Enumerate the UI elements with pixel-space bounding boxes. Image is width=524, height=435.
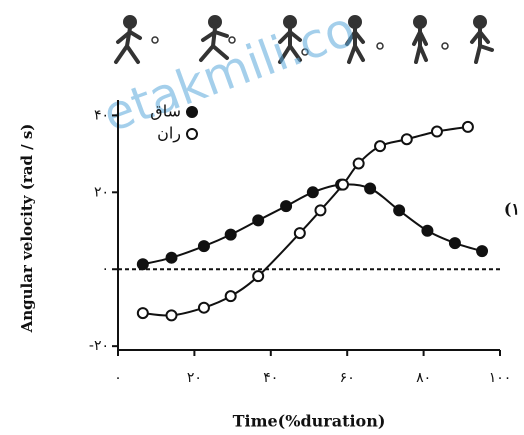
data-point (393, 204, 406, 217)
data-point (252, 270, 265, 283)
data-point (476, 245, 489, 258)
data-point (252, 214, 265, 227)
data-point (293, 227, 306, 240)
data-point (461, 120, 474, 133)
data-point (136, 258, 149, 271)
data-point (197, 301, 210, 314)
athlete-figures (114, 15, 494, 64)
annotation: (۱ (504, 200, 520, 219)
data-point (352, 157, 365, 170)
data-point (400, 133, 413, 146)
data-point (280, 200, 293, 213)
y-tick-label: -۲۰ (89, 338, 109, 354)
legend-label: ران (157, 124, 181, 144)
data-point (336, 178, 349, 191)
x-axis-label: Time(%duration) (233, 412, 386, 431)
data-point (306, 186, 319, 199)
y-tick-label: ۴۰ (94, 107, 109, 123)
data-point (314, 204, 327, 217)
data-point (165, 251, 178, 264)
legend-label: ساق (150, 102, 181, 121)
data-point (364, 182, 377, 195)
data-point (224, 228, 237, 241)
x-tick-label: ۶۰ (340, 370, 355, 386)
data-point (136, 307, 149, 320)
series-line (142, 125, 469, 317)
data-point (165, 309, 178, 322)
x-tick-label: ۸۰ (416, 370, 431, 386)
data-point (197, 240, 210, 253)
y-tick-label: ۲۰ (94, 184, 109, 200)
data-point (430, 125, 443, 138)
data-point (421, 224, 434, 237)
legend-marker (186, 128, 198, 140)
x-tick-label: ۰ (114, 370, 122, 386)
y-tick-label: ۰ (101, 261, 109, 277)
x-tick-label: ۱۰۰ (489, 370, 512, 386)
data-point (448, 237, 461, 250)
data-point (374, 140, 387, 153)
data-point (224, 290, 237, 303)
x-tick-label: ۴۰ (263, 370, 278, 386)
x-tick-label: ۲۰ (187, 370, 202, 386)
y-axis-label: Angular velocity (rad / s) (18, 124, 36, 334)
legend-marker (186, 106, 198, 118)
